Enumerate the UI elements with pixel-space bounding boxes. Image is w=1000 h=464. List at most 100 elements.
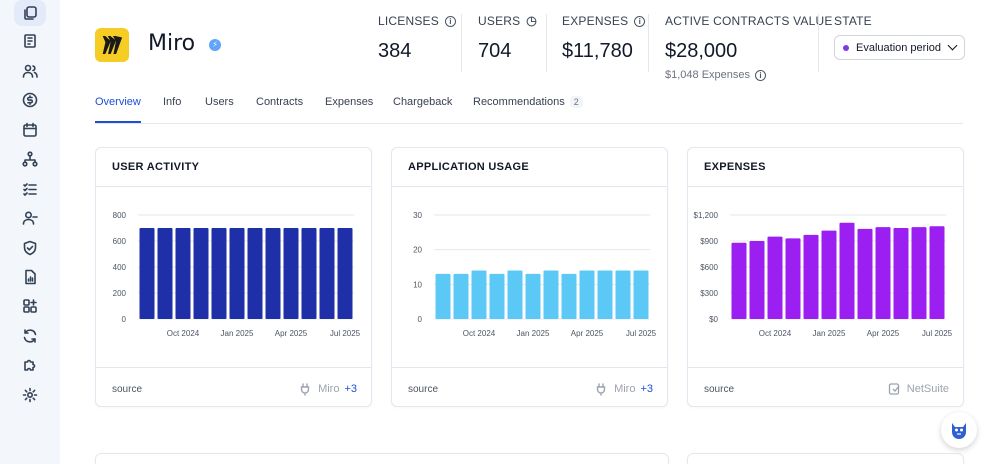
tab-overview[interactable]: Overview xyxy=(95,96,141,123)
tab-chargeback[interactable]: Chargeback xyxy=(393,96,452,123)
copy-icon[interactable] xyxy=(14,0,46,26)
check-badge-icon: ⚡ xyxy=(209,39,221,51)
miro-logo-icon xyxy=(102,36,123,54)
bar xyxy=(875,227,891,319)
tab-contracts[interactable]: Contracts xyxy=(256,96,303,123)
bar xyxy=(525,273,541,319)
org-chart-icon[interactable] xyxy=(18,147,42,171)
report-icon[interactable] xyxy=(18,265,42,289)
bar xyxy=(157,228,173,319)
dollar-icon[interactable] xyxy=(18,88,42,112)
bar xyxy=(229,228,245,319)
tab-expenses[interactable]: Expenses xyxy=(325,96,373,123)
expenses-stat: EXPENSES i $11,780 xyxy=(562,14,646,63)
puzzle-icon[interactable] xyxy=(18,353,42,377)
tab-users[interactable]: Users xyxy=(205,96,234,123)
app-logo xyxy=(95,28,129,62)
mascot-icon xyxy=(952,423,966,439)
y-tick-label: $600 xyxy=(700,263,718,272)
user-minus-icon[interactable] xyxy=(18,206,42,230)
user-activity-card: USER ACTIVITY 800 600 400 200 0 Oct 2024 Jan 2… xyxy=(95,147,372,407)
divider xyxy=(96,186,371,187)
expenses-card: EXPENSES $1,200 $900 $600 $300 $0 Oct 2024 Jan… xyxy=(687,147,964,407)
card-title: EXPENSES xyxy=(704,161,766,173)
bar xyxy=(767,236,783,319)
checklist-icon[interactable] xyxy=(18,177,42,201)
bar xyxy=(803,234,819,319)
source-link[interactable]: NetSuite xyxy=(888,382,949,396)
card-title: APPLICATION USAGE xyxy=(408,161,530,173)
shield-icon[interactable] xyxy=(18,236,42,260)
users-icon[interactable] xyxy=(18,59,42,83)
apps-add-icon[interactable] xyxy=(18,294,42,318)
y-tick-label: $300 xyxy=(700,289,718,298)
y-tick-label: 800 xyxy=(113,211,127,220)
bar xyxy=(857,228,873,319)
more-sources[interactable]: +3 xyxy=(640,383,653,395)
refresh-icon[interactable] xyxy=(18,324,42,348)
bar xyxy=(489,273,505,319)
gear-icon[interactable] xyxy=(18,383,42,407)
y-tick-label: 400 xyxy=(113,263,127,272)
tab-label: Chargeback xyxy=(393,96,453,108)
bar xyxy=(911,227,927,319)
lower-card xyxy=(95,453,669,464)
x-tick-label: Apr 2025 xyxy=(275,329,308,338)
bar xyxy=(453,273,469,319)
receipt-icon[interactable] xyxy=(18,29,42,53)
info-icon[interactable]: i xyxy=(755,69,767,81)
bar xyxy=(597,270,613,319)
bar xyxy=(319,228,335,319)
contracts-sub: $1,048 Expenses xyxy=(665,69,751,81)
bar xyxy=(139,228,155,319)
info-icon[interactable]: i xyxy=(634,15,646,27)
y-tick-label: $1,200 xyxy=(694,211,719,220)
y-tick-label: 20 xyxy=(413,246,422,255)
bar xyxy=(175,228,191,319)
info-icon[interactable]: i xyxy=(444,15,456,27)
y-tick-label: $900 xyxy=(700,237,718,246)
bar xyxy=(193,228,209,319)
y-tick-label: 0 xyxy=(418,315,423,324)
x-tick-label: Jan 2025 xyxy=(813,329,846,338)
state-label: STATE xyxy=(834,14,872,28)
bar xyxy=(543,270,559,319)
bar xyxy=(893,228,909,319)
sidebar xyxy=(0,0,60,464)
x-tick-label: Oct 2024 xyxy=(759,329,792,338)
user-activity-chart: 800 600 400 200 0 Oct 2024 Jan 2025 Apr 2025 Jul… xyxy=(113,211,361,338)
app-name: Miro xyxy=(148,31,196,56)
contracts-stat: ACTIVE CONTRACTS VALUE $28,000 $1,048 Ex… xyxy=(665,14,833,81)
help-chat-button[interactable] xyxy=(941,412,977,448)
tab-recommendations[interactable]: Recommendations 2 xyxy=(473,96,583,123)
bar xyxy=(265,228,281,319)
status-dot xyxy=(843,44,849,51)
more-sources[interactable]: +3 xyxy=(344,383,357,395)
x-tick-label: Oct 2024 xyxy=(167,329,200,338)
expenses-label: EXPENSES xyxy=(562,14,629,28)
calendar-icon[interactable] xyxy=(18,118,42,142)
bar xyxy=(839,222,855,319)
source-link[interactable]: Miro +3 xyxy=(299,382,357,396)
expenses-chart: $1,200 $900 $600 $300 $0 Oct 2024 Jan 2025 Apr … xyxy=(694,211,953,338)
bar xyxy=(615,270,631,319)
bar xyxy=(435,273,451,319)
tab-label: Expenses xyxy=(325,96,374,108)
expenses-value: $11,780 xyxy=(562,40,633,62)
card-footer-label: source xyxy=(408,384,439,395)
state-value: Evaluation period xyxy=(856,41,942,54)
state-dropdown[interactable]: Evaluation period xyxy=(834,35,965,60)
source-link[interactable]: Miro +3 xyxy=(595,382,653,396)
count-badge: 2 xyxy=(569,96,583,108)
netsuite-icon xyxy=(888,383,900,395)
licenses-value: 384 xyxy=(378,40,412,62)
divider xyxy=(392,367,667,368)
x-tick-label: Jan 2025 xyxy=(517,329,550,338)
tab-info[interactable]: Info xyxy=(163,96,181,123)
x-tick-label: Jul 2025 xyxy=(922,329,953,338)
bar xyxy=(731,242,747,319)
chevron-down-icon xyxy=(947,40,958,51)
contracts-label: ACTIVE CONTRACTS VALUE xyxy=(665,14,833,28)
tab-label: Overview xyxy=(95,96,141,108)
pie-chart-icon[interactable] xyxy=(526,16,537,27)
